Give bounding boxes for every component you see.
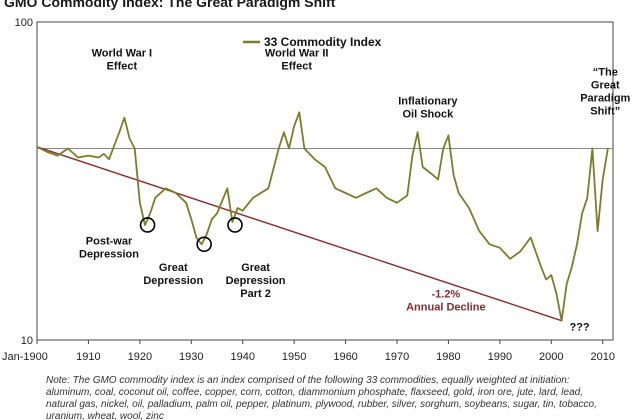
plot-frame	[36, 21, 614, 341]
y-axis: 100 10	[15, 17, 33, 347]
annotation-text: World War II	[265, 47, 329, 59]
highlight-circle	[227, 217, 243, 233]
annotation-text: Post-war	[86, 235, 133, 247]
plot-border	[36, 21, 614, 341]
x-tick-label: 1980	[436, 351, 460, 363]
annotation-text: Depression	[143, 275, 203, 287]
series-group	[36, 111, 609, 322]
x-tick-label: 1950	[282, 351, 306, 363]
series-line	[36, 111, 609, 322]
annotation-text: Effect	[281, 60, 312, 72]
trend-label: Annual Decline	[406, 302, 485, 314]
annotation-text: Oil Shock	[402, 109, 454, 121]
legend-label: 33 Commodity Index	[264, 35, 382, 49]
annotation-text: Shift”	[590, 105, 620, 117]
x-tick-label: 2000	[539, 351, 563, 363]
x-tick-label: 1970	[385, 351, 409, 363]
x-tick-label: 1930	[179, 351, 203, 363]
annotation-text: Great	[241, 262, 270, 274]
trend-line	[36, 146, 562, 322]
chart-title: GMO Commodity Index: The Great Paradigm …	[4, 0, 336, 10]
x-tick-label: 1920	[128, 351, 152, 363]
annotation-text: Depression	[79, 248, 139, 260]
annotation-text: Great	[159, 262, 188, 274]
x-tick-label: 1960	[333, 351, 357, 363]
annotation-text: “The	[593, 66, 618, 78]
legend: 33 Commodity Index	[243, 35, 382, 49]
annotation-text: Effect	[107, 60, 138, 72]
annotation-text: World War I	[92, 47, 153, 59]
annotation-text: Depression	[226, 275, 286, 287]
annotation-text: Part 2	[240, 288, 271, 300]
annotation-text: Great	[591, 79, 620, 91]
highlight-circle	[196, 236, 212, 253]
x-tick-label: 1940	[230, 351, 254, 363]
x-axis: Jan-1900 1910 1920 1930 1940 1950 1960 1970 1980…	[2, 340, 615, 363]
chart-canvas: 100 10 Jan-1900 1910 1920 1930 1940 1950 1960 19…	[2, 17, 631, 363]
x-tick-label: 2010	[590, 351, 614, 363]
x-tick-label: Jan-1900	[2, 351, 48, 363]
trend-line-group: -1.2%Annual Decline	[36, 146, 562, 322]
x-tick-label: 1910	[76, 351, 100, 363]
annotation-text: Inflationary	[398, 96, 458, 108]
y-tick-label: 10	[21, 335, 33, 347]
highlight-circle	[139, 217, 156, 233]
highlight-circles	[139, 217, 243, 253]
y-tick-label: 100	[15, 17, 33, 29]
x-tick-label: 1990	[488, 351, 512, 363]
trend-label: -1.2%	[431, 289, 460, 301]
annotation-text: Paradigm	[580, 92, 630, 104]
annotation-text: ???	[569, 322, 589, 334]
footnote: Note: The GMO commodity index is an inde…	[46, 375, 597, 420]
